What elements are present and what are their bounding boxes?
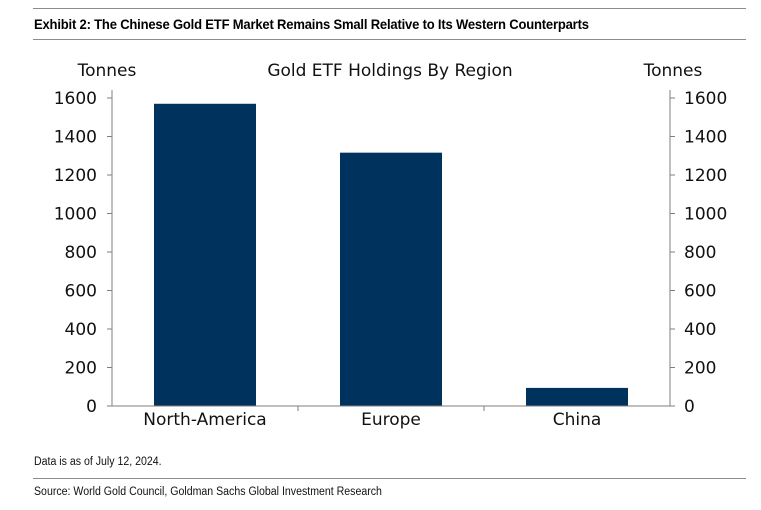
y-tick-label-left: 400 bbox=[65, 320, 97, 340]
chart-title: Gold ETF Holdings By Region bbox=[267, 61, 512, 81]
bar-europe bbox=[340, 152, 442, 406]
bar-china bbox=[526, 387, 628, 406]
labels-group: North-America Europe China 0 0 200 200 400 400 60… bbox=[54, 89, 728, 430]
y-tick-label-right: 0 bbox=[684, 397, 695, 417]
source-note: Source: World Gold Council, Goldman Sach… bbox=[34, 486, 382, 498]
x-tick-label: North-America bbox=[143, 410, 266, 430]
bar-north-america bbox=[154, 103, 256, 407]
exhibit-title: Exhibit 2: The Chinese Gold ETF Market R… bbox=[34, 16, 589, 32]
y-tick-label-left: 1600 bbox=[54, 89, 97, 109]
y-tick-label-right: 600 bbox=[684, 282, 716, 302]
bars-group bbox=[154, 103, 628, 407]
title-rule bbox=[33, 39, 746, 40]
y-tick-label-right: 1400 bbox=[684, 128, 727, 148]
y-tick-label-left: 200 bbox=[65, 359, 97, 379]
y-tick-label-right: 1000 bbox=[684, 205, 727, 225]
y-tick-label-left: 600 bbox=[65, 282, 97, 302]
y-tick-label-left: 0 bbox=[86, 397, 97, 417]
y-tick-label-left: 800 bbox=[65, 243, 97, 263]
x-tick-label: China bbox=[553, 410, 602, 430]
y-tick-label-left: 1400 bbox=[54, 128, 97, 148]
footnote: Data is as of July 12, 2024. bbox=[34, 456, 162, 468]
footer-rule bbox=[33, 478, 746, 479]
y-tick-label-right: 200 bbox=[684, 359, 716, 379]
top-rule bbox=[33, 8, 746, 9]
y-tick-label-right: 800 bbox=[684, 243, 716, 263]
y-tick-label-right: 1200 bbox=[684, 166, 727, 186]
y-tick-label-right: 400 bbox=[684, 320, 716, 340]
axes-group bbox=[107, 90, 675, 411]
y-tick-label-left: 1000 bbox=[54, 205, 97, 225]
y-axis-label-right: Tonnes bbox=[643, 61, 703, 81]
y-tick-label-right: 1600 bbox=[684, 89, 727, 109]
y-axis-label-left: Tonnes bbox=[77, 61, 137, 81]
x-tick-label: Europe bbox=[361, 410, 421, 430]
y-tick-label-left: 1200 bbox=[54, 166, 97, 186]
